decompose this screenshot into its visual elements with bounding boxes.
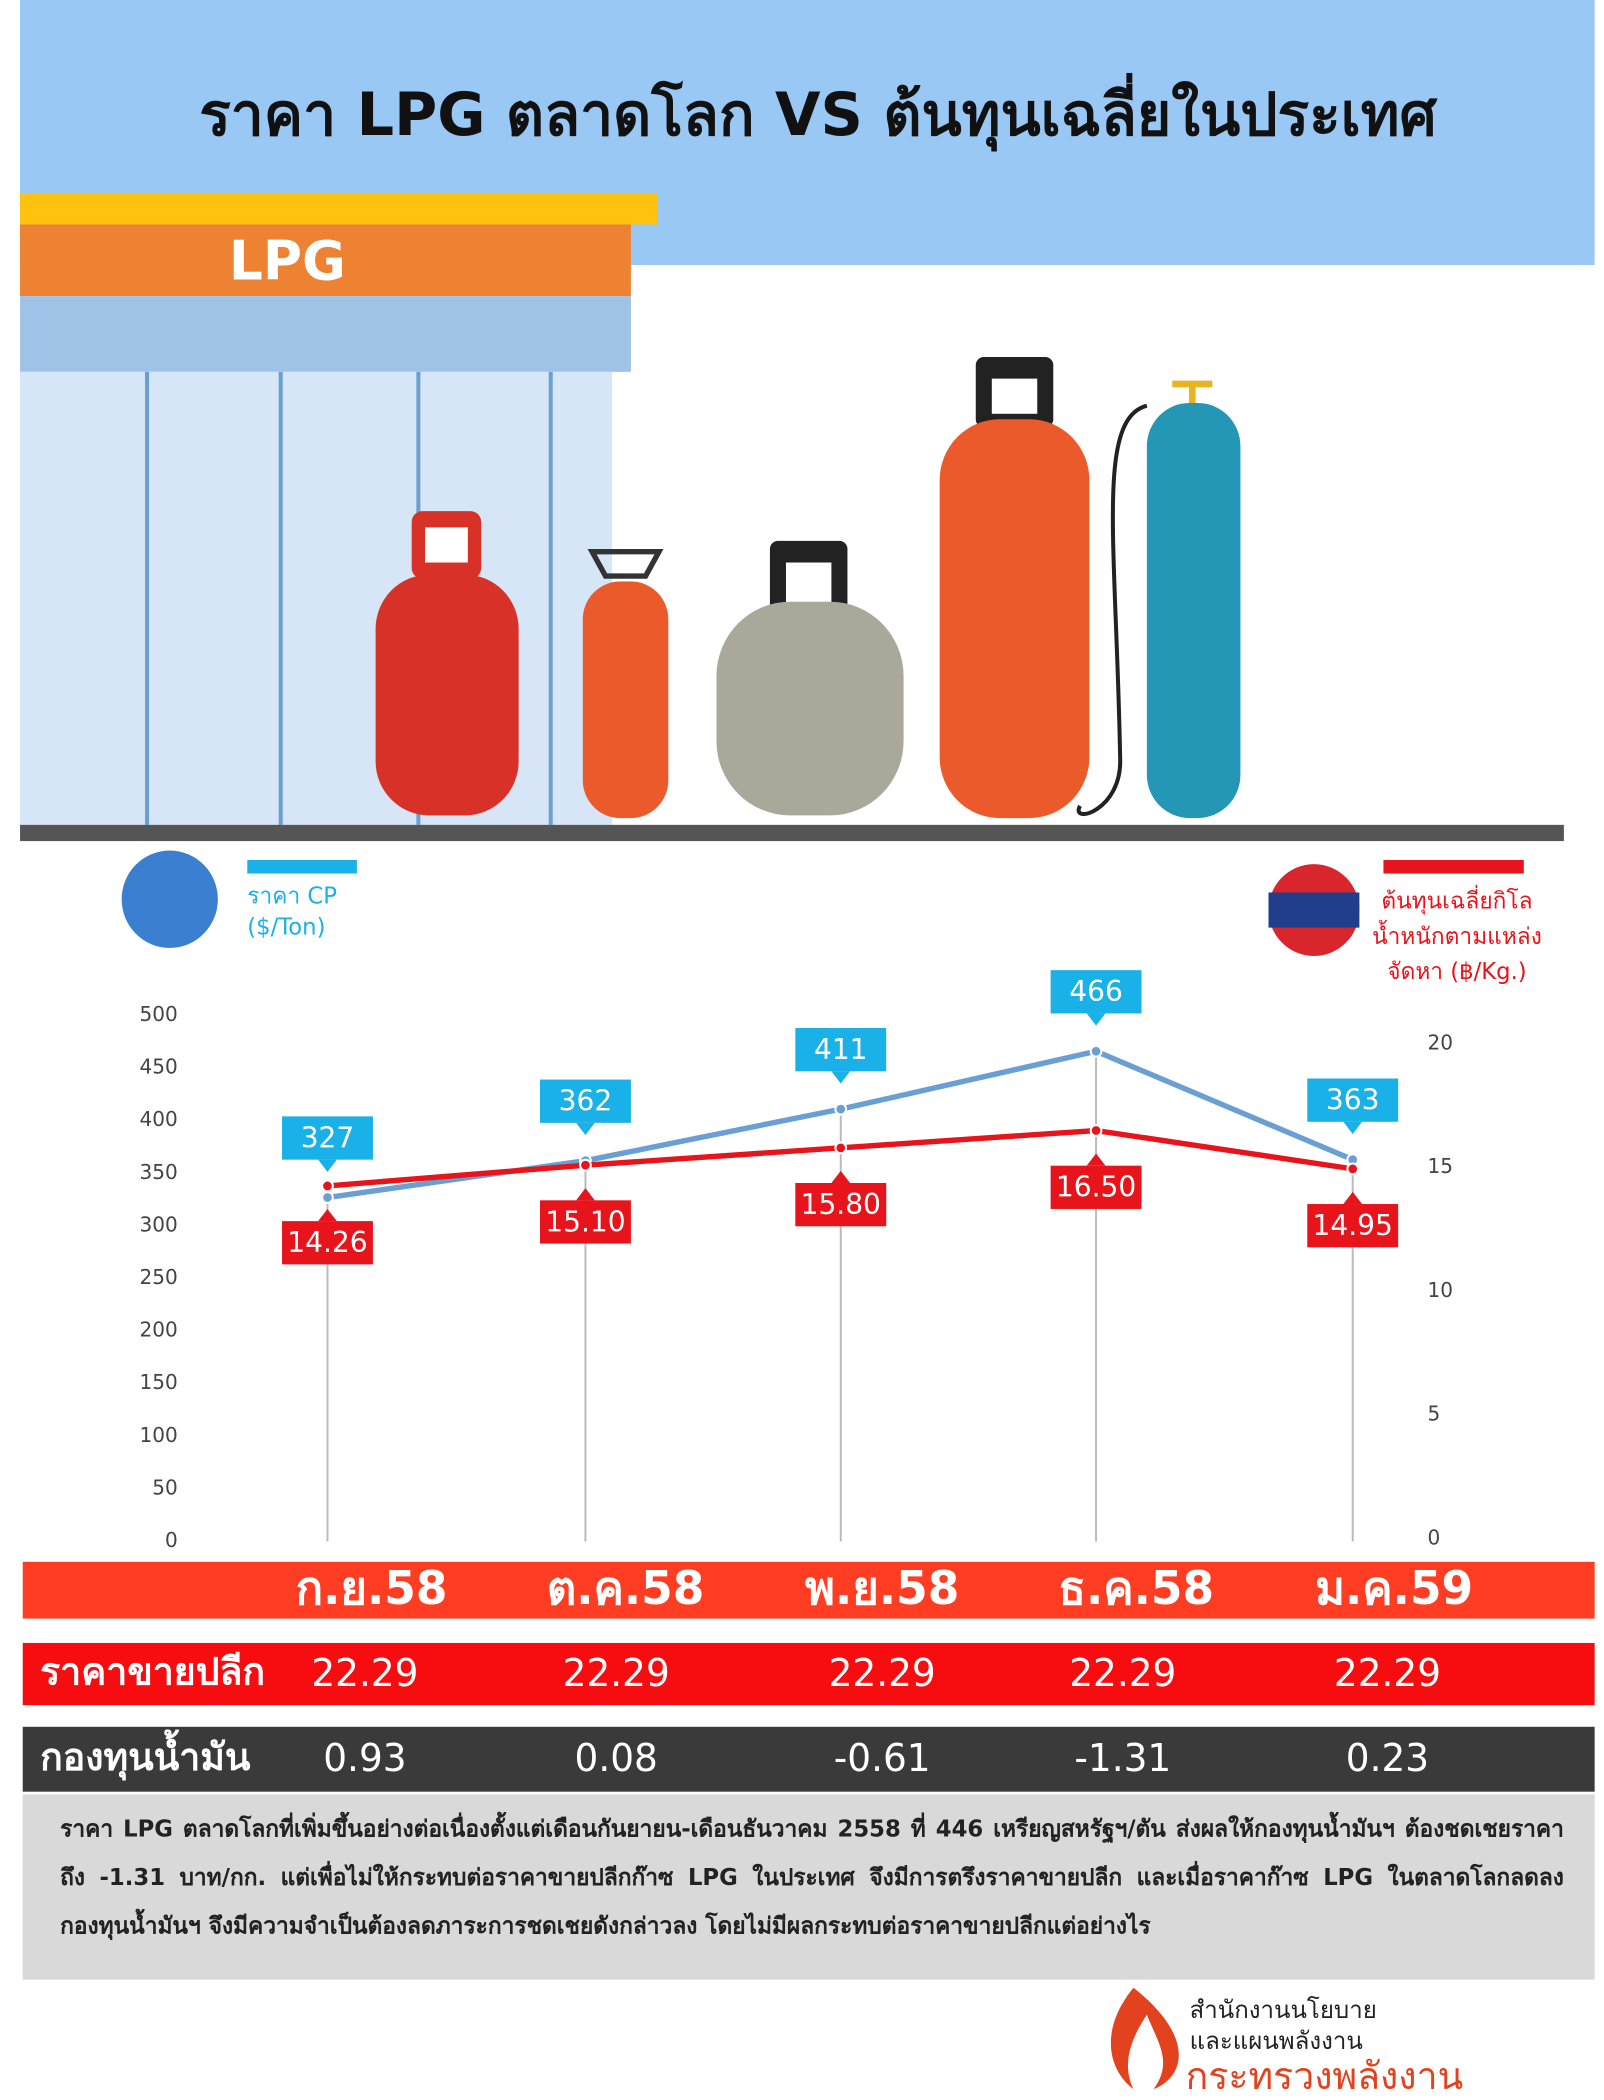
y-tick-label: 250: [140, 1265, 178, 1289]
table-cell: 0.08: [575, 1736, 658, 1780]
x-tick-label: ก.ย.58: [296, 1562, 448, 1615]
fund-row-bg: [22, 1726, 1595, 1792]
row-label: กองทุนน้ำมัน: [40, 1729, 251, 1781]
data-point: [579, 1158, 592, 1172]
value-label-box: [1050, 1165, 1142, 1209]
y-tick-label: 150: [140, 1370, 178, 1394]
x-tick-label: ธ.ค.58: [1058, 1562, 1214, 1615]
ground: [20, 824, 1564, 842]
roof: [20, 224, 631, 297]
roof-stripe: [20, 193, 658, 225]
y2-tick-label: 0: [1428, 1525, 1441, 1549]
table-cell: 22.29: [829, 1651, 936, 1695]
value-label-pointer: [831, 1170, 851, 1184]
note-box: ราคา LPG ตลาดโลกที่เพิ่มขึ้นอย่างต่อเนื่…: [60, 1816, 1564, 1941]
x-tick-label: ต.ค.58: [547, 1562, 705, 1615]
flag-stripe: [1268, 892, 1360, 928]
title: ราคา LPG ตลาดโลก VS ต้นทุนเฉลี่ยในประเทศ: [199, 73, 1438, 152]
data-point: [1089, 1124, 1103, 1137]
note-bg: [22, 1794, 1595, 1980]
office-name: และแผนพลังงาน: [1190, 2027, 1363, 2055]
value-label-pointer: [1086, 1013, 1106, 1026]
y2-tick-label: 10: [1428, 1278, 1454, 1302]
value-label-box: [540, 1079, 631, 1123]
table-cell: 22.29: [563, 1651, 670, 1695]
table-cell: -0.61: [834, 1736, 931, 1780]
y-tick-label: 500: [140, 1002, 178, 1026]
value-label-pointer: [576, 1188, 595, 1201]
data-point: [1089, 1044, 1103, 1058]
office-name: สำนักงานนโยบาย: [1190, 1996, 1377, 2024]
value-label: 15.80: [801, 1188, 881, 1221]
value-label: 16.50: [1056, 1171, 1136, 1204]
y2-tick-label: 15: [1428, 1154, 1454, 1178]
table-cell: 0.23: [1346, 1736, 1429, 1780]
value-label-box: [282, 1116, 373, 1160]
value-label-pointer: [831, 1071, 851, 1084]
y-tick-label: 50: [152, 1475, 178, 1499]
value-label: 14.26: [287, 1226, 367, 1259]
value-label-box: [795, 1183, 887, 1227]
data-point: [1346, 1162, 1360, 1176]
y-tick-label: 400: [140, 1107, 178, 1131]
month-bar: [22, 1561, 1595, 1619]
value-label: 466: [1069, 975, 1123, 1008]
data-point: [834, 1141, 848, 1155]
value-label-pointer: [1343, 1191, 1363, 1205]
y2-tick-label: 5: [1428, 1402, 1441, 1426]
table-cell: 22.29: [1334, 1651, 1441, 1695]
legend-swatch-cp: [247, 860, 357, 874]
building: [20, 371, 613, 825]
legend-cp: ราคา CP ($/Ton): [247, 883, 338, 942]
y-tick-label: 450: [140, 1055, 178, 1079]
value-label: 362: [559, 1084, 613, 1117]
value-label-box: [1050, 970, 1142, 1014]
value-label-box: [1307, 1204, 1399, 1248]
ministry-name: กระทรวงพลังงาน: [1186, 2054, 1464, 2098]
ministry-logo: [1110, 1987, 1179, 2090]
value-label: 15.10: [545, 1205, 625, 1238]
cylinders: [375, 356, 1241, 819]
value-label-pointer: [1343, 1121, 1363, 1134]
value-label-pointer: [1086, 1153, 1106, 1166]
value-label-pointer: [576, 1122, 595, 1136]
y-tick-label: 200: [140, 1318, 178, 1342]
note: ราคา LPG ตลาดโลกที่เพิ่มขึ้นอย่างต่อเนื่…: [60, 1816, 1564, 1941]
y-tick-label: 300: [140, 1212, 178, 1236]
x-tick-label: ม.ค.59: [1315, 1562, 1473, 1615]
y2-tick-label: 20: [1428, 1030, 1454, 1054]
value-label: 14.95: [1313, 1209, 1393, 1242]
row-label: ราคาขายปลีก: [40, 1649, 265, 1693]
value-label: 327: [301, 1121, 355, 1154]
value-label-pointer: [318, 1208, 337, 1222]
value-label: 363: [1326, 1083, 1380, 1116]
globe-icon: [121, 850, 218, 948]
table-cell: 22.29: [1069, 1651, 1176, 1695]
legend-cost: ต้นทุนเฉลี่ยกิโลน้ำหนักตามแหล่งจัดหา (฿/…: [1372, 888, 1542, 986]
legend-cp-box: ราคา CP ($/Ton): [247, 883, 338, 942]
data-point: [834, 1102, 848, 1116]
table-cell: 22.29: [311, 1651, 418, 1695]
legend-swatch-cost: [1383, 860, 1524, 874]
data-point: [321, 1191, 334, 1204]
retail-row-bg: [22, 1642, 1595, 1706]
legend-cost-box: ต้นทุนเฉลี่ยกิโลน้ำหนักตามแหล่งจัดหา (฿/…: [1372, 888, 1542, 986]
value-label: 411: [814, 1033, 868, 1066]
x-tick-label: พ.ย.58: [805, 1562, 959, 1615]
data-point: [321, 1179, 334, 1193]
value-label-box: [540, 1200, 631, 1244]
y-tick-label: 350: [140, 1160, 178, 1184]
table-cell: 0.93: [323, 1736, 406, 1780]
y-tick-label: 100: [140, 1423, 178, 1447]
value-label-box: [1307, 1078, 1399, 1122]
facade: [20, 296, 631, 372]
banner: LPG: [229, 229, 346, 292]
y-tick-label: 0: [165, 1528, 178, 1552]
value-label-box: [282, 1221, 373, 1265]
value-label-pointer: [318, 1159, 337, 1172]
value-label-box: [795, 1028, 887, 1072]
table-cell: -1.31: [1074, 1736, 1171, 1780]
